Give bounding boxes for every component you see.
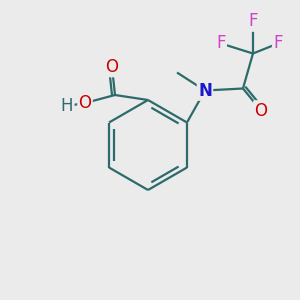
Text: H: H bbox=[61, 97, 73, 115]
Text: F: F bbox=[248, 13, 258, 31]
Text: O: O bbox=[79, 94, 92, 112]
Text: O: O bbox=[106, 58, 118, 76]
Text: N: N bbox=[198, 82, 212, 100]
Text: O: O bbox=[254, 101, 268, 119]
Text: F: F bbox=[273, 34, 283, 52]
Text: F: F bbox=[216, 34, 226, 52]
